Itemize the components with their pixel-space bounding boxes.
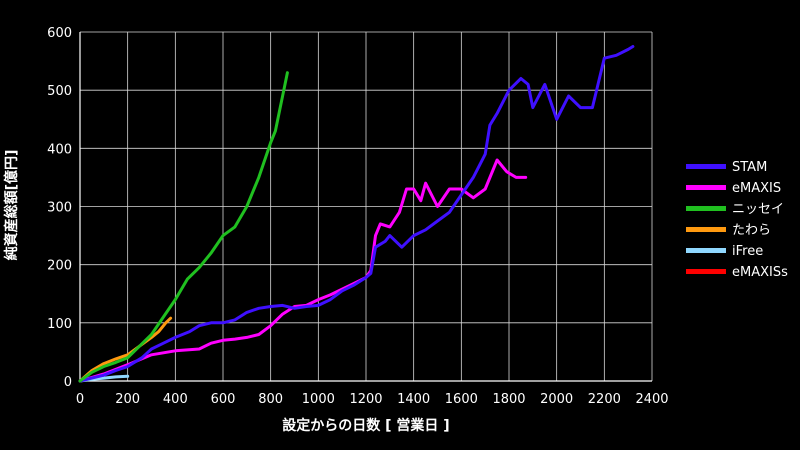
legend-label: たわら <box>732 223 771 238</box>
x-tick-label: 2400 <box>635 392 668 407</box>
y-tick-label: 200 <box>47 259 72 274</box>
legend-label: eMAXISs <box>732 265 788 280</box>
x-tick-label: 400 <box>163 392 188 407</box>
x-tick-label: 2000 <box>540 392 573 407</box>
x-tick-label: 1400 <box>397 392 430 407</box>
series-line-2 <box>78 71 289 383</box>
y-axis-title: 純資産総額[億円] <box>3 150 20 261</box>
x-axis-title: 設定からの日数 [ 営業日 ] <box>282 417 449 434</box>
y-tick-label: 100 <box>47 317 72 332</box>
x-tick-label: 600 <box>211 392 236 407</box>
x-tick-label: 0 <box>76 392 84 407</box>
y-tick-label: 300 <box>47 201 72 216</box>
y-tick-label: 500 <box>47 84 72 99</box>
legend-swatch <box>686 269 726 274</box>
series-line-0 <box>78 45 635 383</box>
legend-swatch <box>686 227 726 232</box>
x-tick-label: 2200 <box>588 392 621 407</box>
axes <box>79 32 652 382</box>
x-tick-label: 200 <box>115 392 140 407</box>
x-tick-label: 800 <box>258 392 283 407</box>
legend-label: iFree <box>732 244 763 259</box>
legend-label: ニッセイ <box>732 202 784 217</box>
y-tick-label: 400 <box>47 142 72 157</box>
y-tick-label: 600 <box>47 26 72 41</box>
x-tick-label: 1200 <box>349 392 382 407</box>
legend-swatch <box>686 164 726 169</box>
legend-swatch <box>686 248 726 253</box>
x-tick-label: 1800 <box>492 392 525 407</box>
series-line-1 <box>78 158 528 383</box>
legend-label: eMAXIS <box>732 181 781 196</box>
y-tick-label: 0 <box>64 375 72 390</box>
legend-swatch <box>686 206 726 211</box>
grid <box>79 31 653 382</box>
x-tick-label: 1600 <box>445 392 478 407</box>
legend-label: STAM <box>732 160 767 175</box>
legend-swatch <box>686 185 726 190</box>
series-area <box>78 45 635 383</box>
tick-labels: 0 200 400 600 800 1000 1200 1400 1600 1800 2000 220… <box>47 26 668 407</box>
x-tick-label: 1000 <box>302 392 335 407</box>
